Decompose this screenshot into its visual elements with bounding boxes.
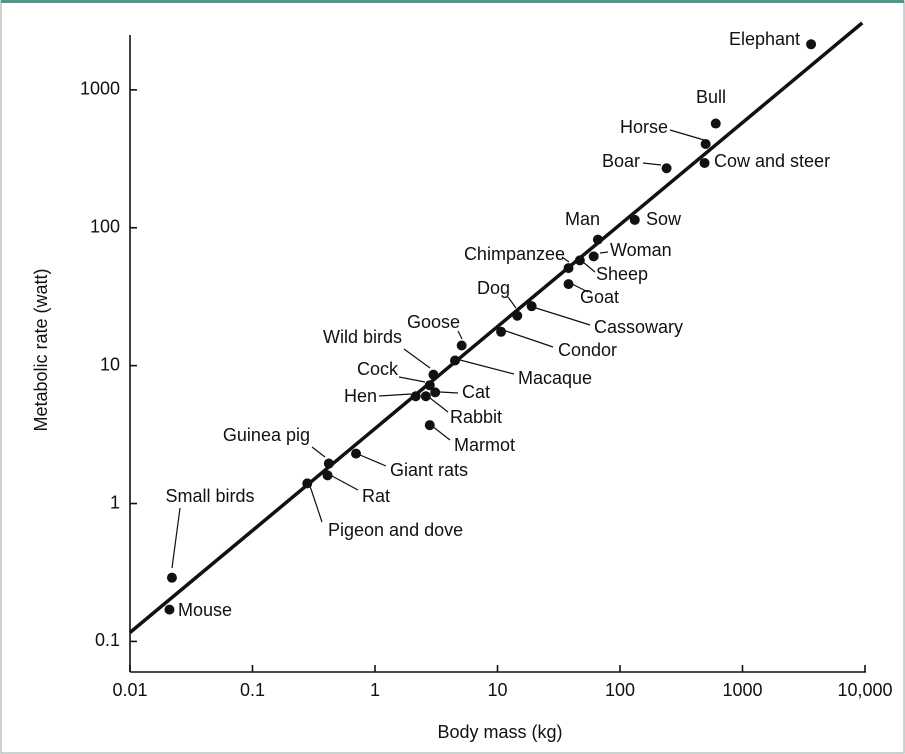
data-point — [424, 420, 435, 431]
point-label: Bull — [696, 87, 726, 107]
y-tick-label: 10 — [100, 354, 120, 374]
point-label: Giant rats — [390, 460, 468, 480]
data-point — [322, 470, 333, 481]
data-point — [710, 118, 721, 129]
y-tick-label: 0.1 — [95, 630, 120, 650]
point-label: Hen — [344, 386, 377, 406]
fit-line — [128, 21, 864, 634]
data-point — [806, 39, 817, 50]
x-tick-label: 0.1 — [240, 680, 265, 700]
data-point — [592, 234, 603, 245]
point-label: Pigeon and dove — [328, 520, 463, 540]
data-point — [428, 369, 439, 380]
point-label: Cock — [357, 359, 399, 379]
point-label: Boar — [602, 151, 640, 171]
data-point — [496, 326, 507, 337]
point-label: Rat — [362, 486, 390, 506]
data-point — [166, 572, 177, 583]
data-point — [588, 251, 599, 262]
x-tick-label: 10,000 — [837, 680, 892, 700]
leader-line — [378, 393, 412, 397]
data-point — [351, 448, 362, 459]
data-point — [629, 214, 640, 225]
x-tick-label: 1 — [370, 680, 380, 700]
point-label: Sheep — [596, 264, 648, 284]
point-label: Cassowary — [594, 317, 683, 337]
leader-line — [171, 507, 181, 569]
data-point — [323, 458, 334, 469]
leader-line — [599, 251, 609, 254]
x-tick-label: 10 — [487, 680, 507, 700]
data-point — [420, 391, 431, 402]
data-point — [512, 310, 523, 321]
y-tick-label: 100 — [90, 217, 120, 237]
leader-line — [582, 261, 596, 273]
point-label: Wild birds — [323, 327, 402, 347]
x-axis-label: Body mass (kg) — [437, 722, 562, 742]
point-label: Sow — [646, 209, 682, 229]
point-label: Cat — [462, 382, 490, 402]
point-label: Woman — [610, 240, 672, 260]
x-tick-label: 100 — [605, 680, 635, 700]
data-point — [302, 478, 313, 489]
data-point — [164, 604, 175, 615]
leader-line — [311, 446, 326, 458]
leader-line — [505, 330, 554, 348]
leader-line — [535, 307, 591, 326]
data-point — [456, 340, 467, 351]
leader-line — [403, 348, 431, 369]
leader-line — [571, 283, 589, 293]
leader-line — [309, 485, 323, 523]
leader-line — [398, 376, 426, 383]
data-point — [563, 263, 574, 274]
point-label: Rabbit — [450, 407, 502, 427]
data-point — [424, 380, 435, 391]
data-point — [450, 355, 461, 366]
data-point — [700, 138, 711, 149]
data-point — [699, 157, 710, 168]
point-label: Chimpanzee — [464, 244, 565, 264]
leader-line — [561, 256, 570, 263]
point-label: Cow and steer — [714, 151, 830, 171]
data-point — [661, 163, 672, 174]
point-label: Elephant — [729, 29, 800, 49]
leader-line — [439, 391, 459, 394]
y-tick-label: 1000 — [80, 79, 120, 99]
y-axis-label: Metabolic rate (watt) — [31, 268, 51, 431]
leader-line — [669, 129, 705, 141]
point-label: Condor — [558, 340, 617, 360]
data-point — [430, 387, 441, 398]
data-point — [526, 301, 537, 312]
leader-line — [331, 475, 359, 491]
point-label: Goat — [580, 287, 619, 307]
leader-line — [431, 425, 451, 441]
point-label: Goose — [407, 312, 460, 332]
y-tick-label: 1 — [110, 492, 120, 512]
point-label: Horse — [620, 117, 668, 137]
leader-line — [429, 397, 449, 413]
point-label: Mouse — [178, 600, 232, 620]
point-label: Small birds — [165, 486, 254, 506]
data-point — [563, 279, 574, 290]
x-tick-label: 0.01 — [112, 680, 147, 700]
point-label: Man — [565, 209, 600, 229]
x-tick-label: 1000 — [722, 680, 762, 700]
leader-line — [457, 330, 463, 340]
data-point — [410, 391, 421, 402]
point-label: Marmot — [454, 435, 515, 455]
data-point — [574, 255, 585, 266]
point-label: Macaque — [518, 368, 592, 388]
point-label: Guinea pig — [223, 425, 310, 445]
leader-line — [459, 359, 515, 375]
leader-line — [507, 296, 517, 309]
point-label: Dog — [477, 278, 510, 298]
leader-line — [642, 162, 662, 166]
leader-line — [359, 454, 387, 467]
